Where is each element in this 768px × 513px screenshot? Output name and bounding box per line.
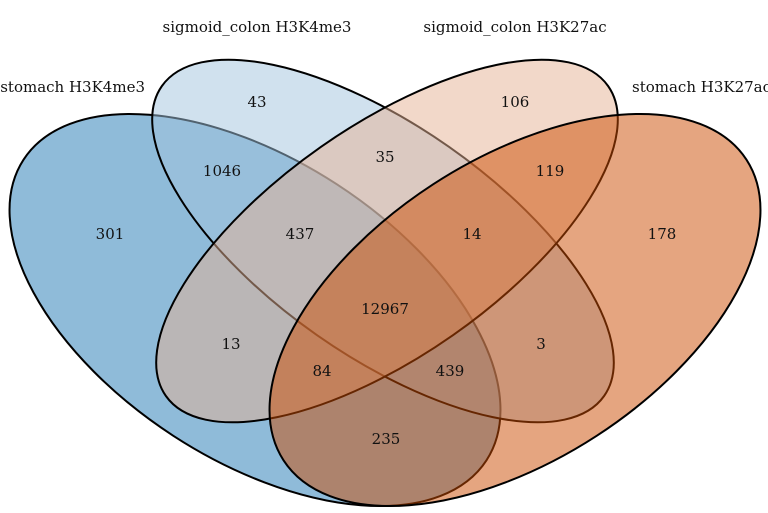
set-ellipse <box>268 112 762 508</box>
region-count: 119 <box>536 162 565 180</box>
set-label: sigmoid_colon H3K27ac <box>423 18 606 36</box>
region-count: 437 <box>286 225 315 243</box>
set-label: stomach H3K27ac <box>632 78 768 96</box>
region-count: 439 <box>436 362 465 380</box>
region-count: 301 <box>96 225 125 243</box>
region-count: 235 <box>372 430 401 448</box>
set-label: sigmoid_colon H3K4me3 <box>163 18 352 36</box>
region-count: 43 <box>247 93 266 111</box>
region-count: 13 <box>221 335 240 353</box>
region-count: 84 <box>312 362 331 380</box>
region-count: 14 <box>462 225 481 243</box>
region-count: 106 <box>501 93 530 111</box>
region-count: 178 <box>648 225 677 243</box>
region-count: 1046 <box>203 162 241 180</box>
set-label: stomach H3K4me3 <box>0 78 145 96</box>
region-count: 35 <box>375 148 394 166</box>
region-count: 3 <box>536 335 546 353</box>
region-count: 12967 <box>361 300 409 318</box>
